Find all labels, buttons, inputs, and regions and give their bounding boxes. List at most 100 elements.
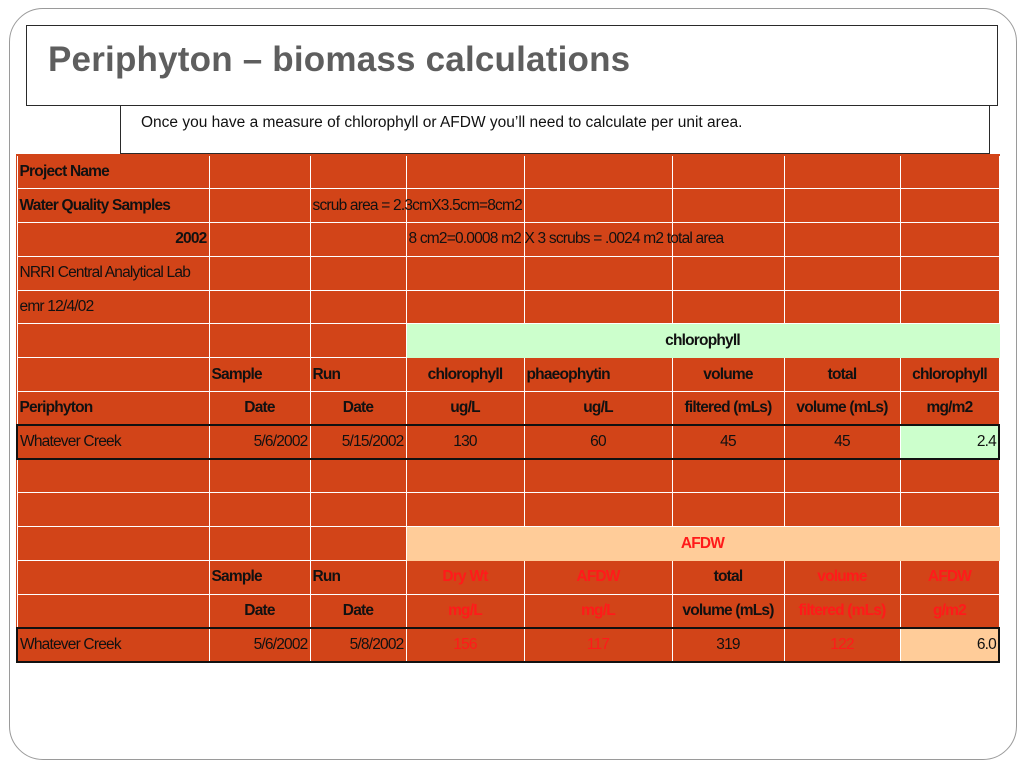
- empty-cell: [783, 154, 901, 190]
- header-cell: Sample: [208, 560, 311, 595]
- data-cell: 45: [783, 424, 901, 461]
- data-cell: 45: [671, 424, 785, 461]
- header-cell: mg/L: [405, 593, 525, 629]
- empty-cell: [899, 188, 1000, 224]
- empty-cell: [208, 222, 311, 257]
- header-cell: Run: [309, 357, 407, 393]
- table-row: [16, 492, 1000, 528]
- header-cell: Date: [309, 391, 407, 426]
- empty-cell: [523, 154, 673, 190]
- header-cell: chlorophyll: [405, 357, 525, 393]
- afdw-header-row: Sample Run Dry Wt AFDW total volume AFDW: [16, 560, 1000, 595]
- header-cell: chlorophyll: [899, 357, 1000, 393]
- data-cell: Whatever Creek: [16, 424, 210, 461]
- header-cell: Date: [208, 593, 311, 629]
- empty-cell: [671, 458, 785, 494]
- header-cell: Date: [309, 593, 407, 629]
- data-cell: 5/8/2002: [309, 627, 407, 663]
- empty-cell: [208, 154, 311, 190]
- header-cell: Dry Wt: [405, 560, 525, 595]
- header-cell: filtered (mLs): [783, 593, 901, 629]
- empty-cell: [671, 492, 785, 528]
- empty-cell: [208, 458, 311, 494]
- empty-cell: [208, 255, 311, 291]
- empty-cell: [16, 458, 210, 494]
- table-row: [16, 458, 1000, 494]
- empty-cell: [309, 154, 407, 190]
- water-quality-cell: Water Quality Samples: [16, 188, 210, 224]
- header-cell: ug/L: [523, 391, 673, 426]
- empty-cell: [523, 188, 673, 224]
- header-cell: AFDW: [523, 560, 673, 595]
- data-cell: 117: [523, 627, 673, 663]
- data-cell: Whatever Creek: [16, 627, 210, 663]
- table-row: Water Quality Samples scrub area = 2.3cm…: [16, 188, 1000, 224]
- empty-cell: [309, 492, 407, 528]
- header-cell: mg/L: [523, 593, 673, 629]
- empty-cell: [208, 188, 311, 224]
- header-cell: mg/m2: [899, 391, 1000, 426]
- empty-cell: [309, 222, 407, 257]
- empty-cell: [405, 458, 525, 494]
- emr-cell: emr 12/4/02: [16, 289, 210, 325]
- chlorophyll-header-row: Periphyton Date Date ug/L ug/L filtered …: [16, 391, 1000, 426]
- header-cell: volume: [783, 560, 901, 595]
- empty-cell: [523, 255, 673, 291]
- header-cell: AFDW: [899, 560, 1000, 595]
- subtitle-box: Once you have a measure of chlorophyll o…: [120, 106, 990, 154]
- empty-cell: [899, 492, 1000, 528]
- empty-cell: [671, 289, 785, 325]
- chlorophyll-data-row: Whatever Creek 5/6/2002 5/15/2002 130 60…: [16, 424, 1000, 461]
- empty-cell: [523, 222, 673, 257]
- afdw-header-row: Date Date mg/L mg/L volume (mLs) filtere…: [16, 593, 1000, 629]
- empty-cell: [899, 289, 1000, 325]
- chlorophyll-result-cell: 2.4: [899, 424, 1000, 461]
- data-cell: 60: [523, 424, 673, 461]
- empty-cell: [899, 222, 1000, 257]
- table-row: AFDW: [16, 526, 1000, 562]
- header-cell: ug/L: [405, 391, 525, 426]
- empty-cell: [783, 255, 901, 291]
- title-box: Periphyton – biomass calculations: [26, 25, 998, 106]
- afdw-data-row: Whatever Creek 5/6/2002 5/8/2002 156 117…: [16, 627, 1000, 663]
- header-cell: Periphyton: [16, 391, 210, 426]
- data-cell: 5/15/2002: [309, 424, 407, 461]
- empty-cell: [523, 492, 673, 528]
- empty-cell: [405, 289, 525, 325]
- lab-cell: NRRI Central Analytical Lab: [16, 255, 210, 291]
- header-cell: Date: [208, 391, 311, 426]
- empty-cell: [208, 492, 311, 528]
- empty-cell: [309, 526, 407, 562]
- year-cell: 2002: [16, 222, 210, 257]
- empty-cell: [899, 255, 1000, 291]
- slide-title: Periphyton – biomass calculations: [48, 40, 631, 79]
- empty-cell: [208, 289, 311, 325]
- header-cell: Sample: [208, 357, 311, 393]
- empty-cell: [783, 289, 901, 325]
- empty-cell: [405, 255, 525, 291]
- empty-cell: [309, 289, 407, 325]
- header-cell: [16, 560, 210, 595]
- afdw-band: AFDW: [405, 526, 1000, 562]
- header-cell: Run: [309, 560, 407, 595]
- empty-cell: [405, 492, 525, 528]
- header-cell: phaeophytin: [523, 357, 673, 393]
- empty-cell: [309, 323, 407, 359]
- empty-cell: [208, 526, 311, 562]
- empty-cell: [783, 222, 901, 257]
- chlorophyll-header-row: Sample Run chlorophyll phaeophytin volum…: [16, 357, 1000, 393]
- header-cell: volume (mLs): [671, 593, 785, 629]
- header-cell: volume: [671, 357, 785, 393]
- chlorophyll-band: chlorophyll: [405, 323, 1000, 359]
- header-cell: filtered (mLs): [671, 391, 785, 426]
- header-cell: g/m2: [899, 593, 1000, 629]
- table-row: emr 12/4/02: [16, 289, 1000, 325]
- header-cell: total: [671, 560, 785, 595]
- empty-cell: [783, 188, 901, 224]
- empty-cell: [523, 289, 673, 325]
- empty-cell: [208, 323, 311, 359]
- data-cell: 130: [405, 424, 525, 461]
- empty-cell: [671, 188, 785, 224]
- table-row: Project Name: [16, 154, 1000, 190]
- slide-subtitle: Once you have a measure of chlorophyll o…: [141, 114, 743, 131]
